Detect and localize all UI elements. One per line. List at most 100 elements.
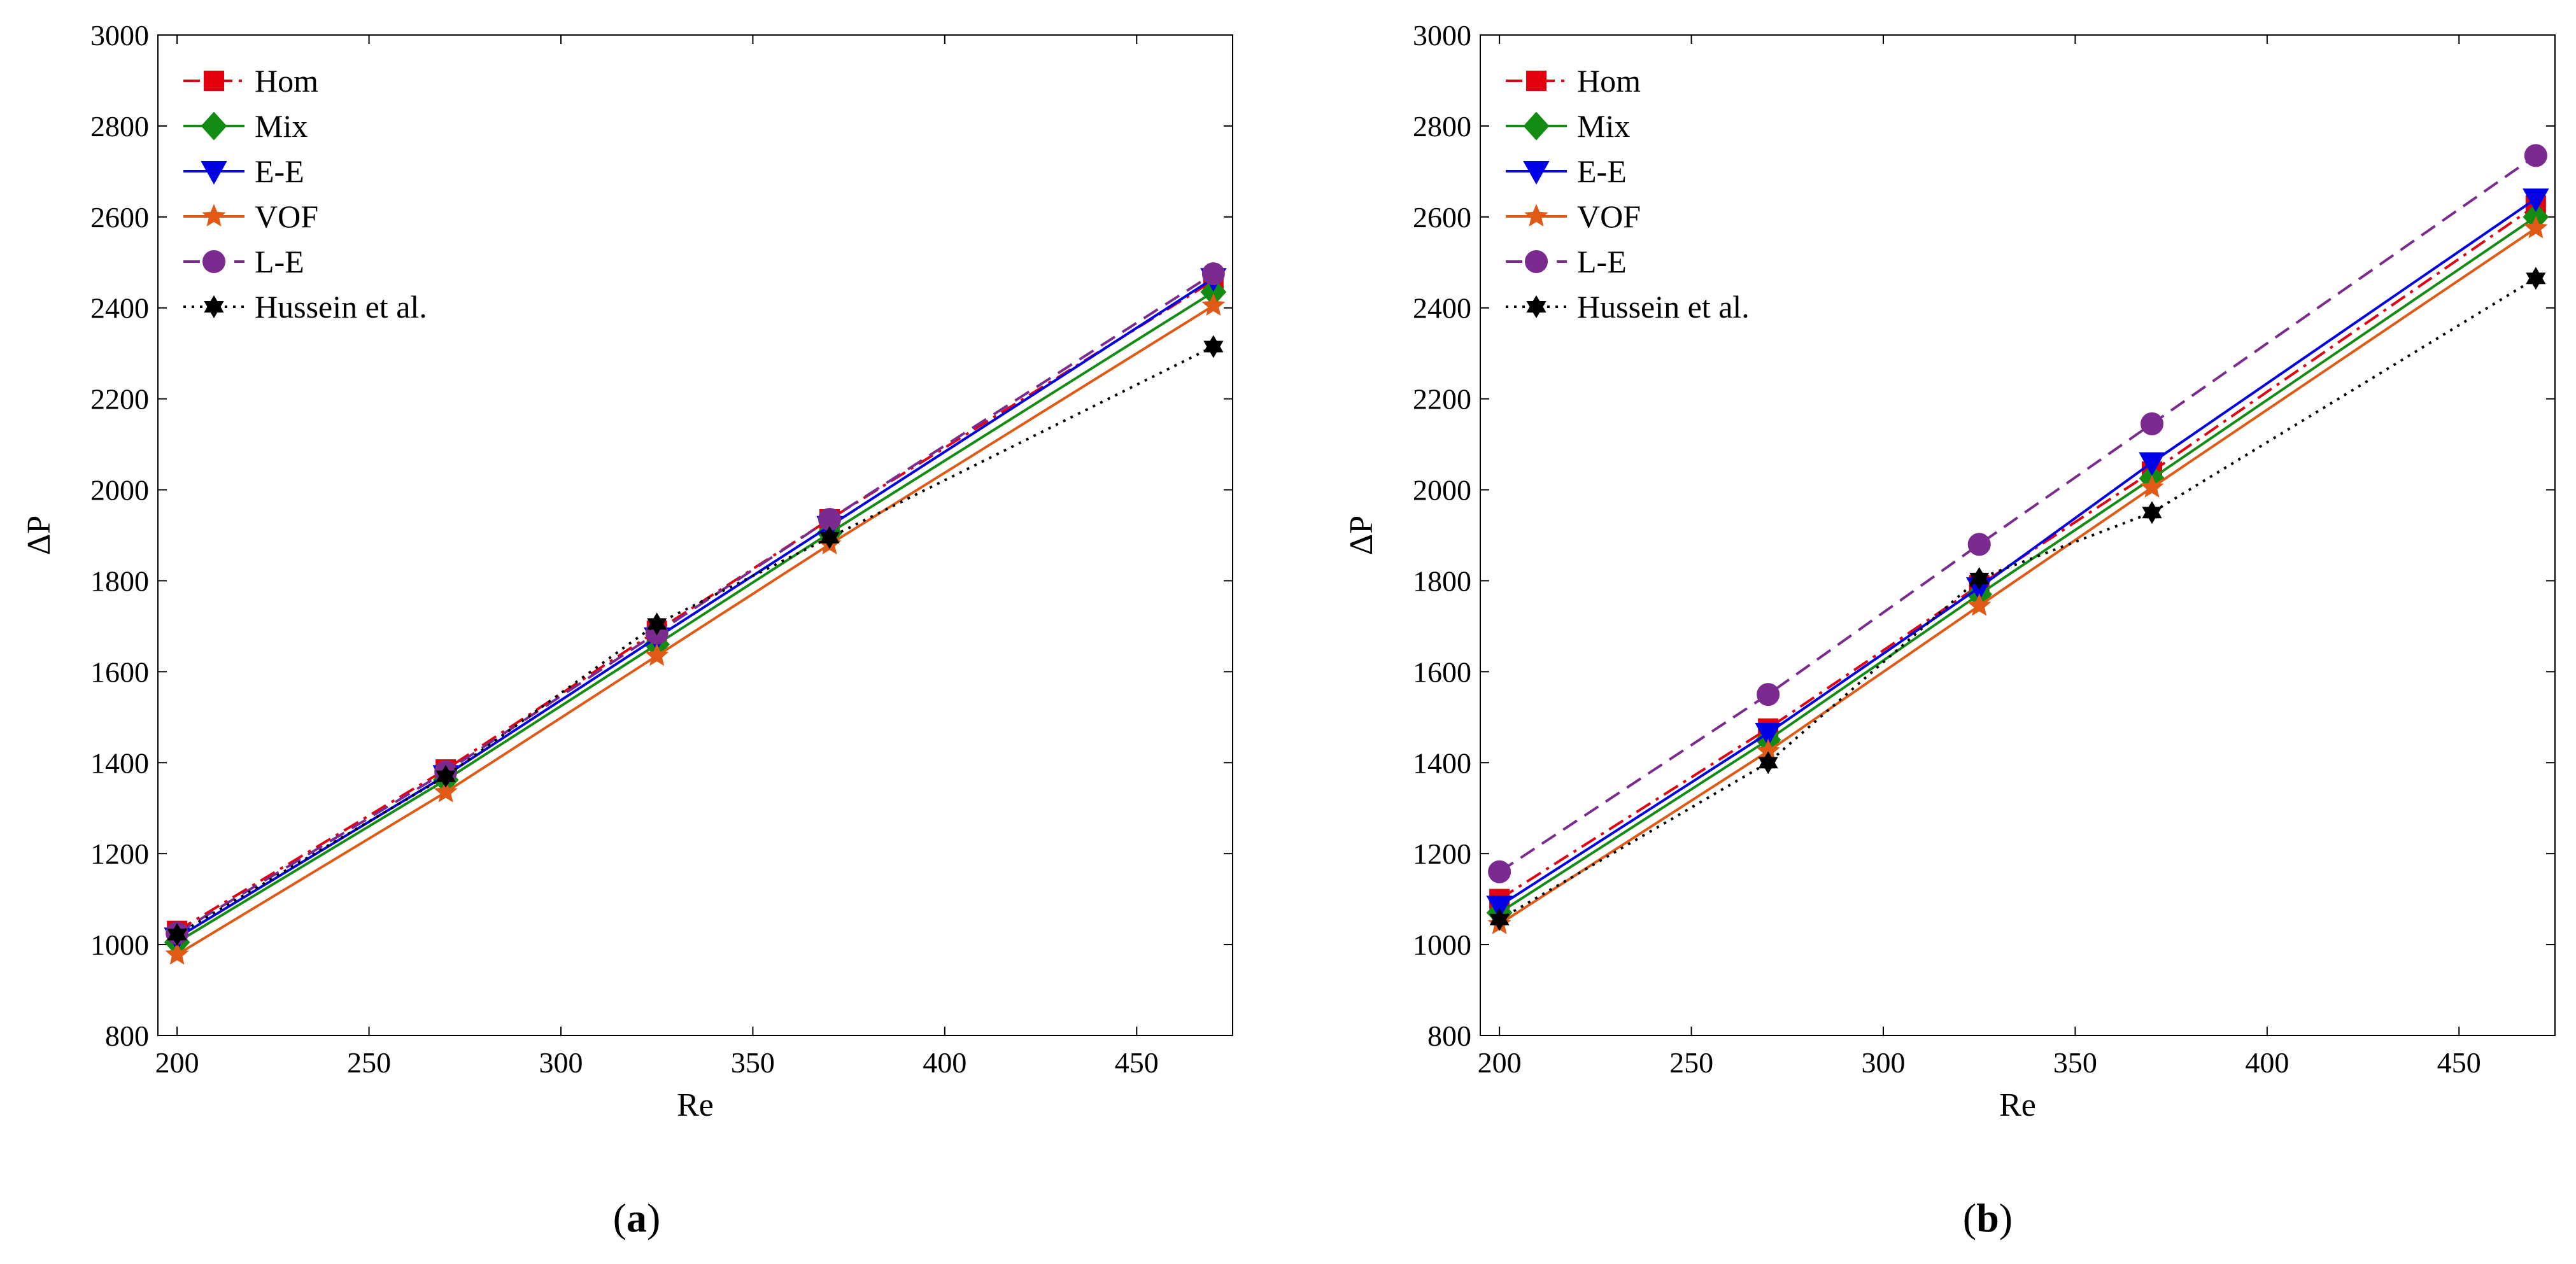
- legend-marker: [202, 204, 226, 227]
- y-axis-label: ΔP: [21, 516, 57, 555]
- series-line-hussein-et-al-: [1499, 277, 2537, 921]
- series-line-vof: [176, 304, 1214, 956]
- legend-label: VOF: [255, 199, 318, 234]
- y-axis-label: ΔP: [1343, 516, 1380, 555]
- y-tick-label: 2400: [1413, 292, 1471, 325]
- panel-caption-b: (b): [1963, 1195, 2013, 1240]
- x-tick-label: 200: [155, 1046, 199, 1079]
- x-tick-label: 300: [539, 1046, 583, 1079]
- series-layer: [1486, 144, 2549, 934]
- data-point-hussein-et-al-: [1758, 751, 1778, 775]
- x-tick-label: 450: [2437, 1046, 2481, 1079]
- legend-marker: [201, 161, 227, 185]
- legend-marker: [1523, 111, 1550, 141]
- data-point-vof: [165, 942, 189, 965]
- chart-panel-b: 200 250 300 350 400 450 800 1000 1200 1400 1600 180…: [1343, 19, 2556, 1240]
- panel-caption-a: (a): [613, 1195, 661, 1240]
- legend-label: L-E: [1577, 244, 1627, 279]
- x-tick-label: 450: [1115, 1046, 1159, 1079]
- y-tick-label: 2800: [90, 110, 149, 143]
- data-point-vof: [2524, 216, 2548, 239]
- y-tick-label: 2200: [1413, 383, 1471, 416]
- y-tick-label: 2400: [90, 292, 149, 325]
- legend-marker: [1523, 161, 1550, 185]
- legend-label: Mix: [255, 108, 308, 144]
- y-tick-label: 1000: [1413, 929, 1471, 961]
- y-tick-label: 2800: [1413, 110, 1471, 143]
- tick-labels: 200 250 300 350 400 450 800 1000 1200 1400 1600 180…: [90, 19, 1159, 1079]
- data-point-vof: [645, 643, 669, 666]
- y-tick-label: 800: [105, 1020, 149, 1052]
- legend-label: Hom: [1577, 63, 1641, 99]
- x-axis-label: Re: [1999, 1087, 2036, 1123]
- data-point-hussein-et-al-: [2142, 501, 2162, 524]
- x-tick-label: 300: [1862, 1046, 1906, 1079]
- legend-label: Hom: [255, 63, 318, 99]
- y-tick-label: 1600: [1413, 656, 1471, 688]
- legend-label: E-E: [255, 153, 304, 189]
- data-point-e-e: [2139, 452, 2165, 476]
- y-tick-label: 800: [1427, 1020, 1471, 1052]
- chart-panel-a: 200 250 300 350 400 450 800 1000 1200 1400 1600 180…: [21, 19, 1233, 1240]
- data-point-hussein-et-al-: [647, 612, 667, 636]
- x-tick-label: 400: [923, 1046, 966, 1079]
- legend-label: VOF: [1577, 199, 1641, 234]
- data-point-hussein-et-al-: [2526, 267, 2546, 290]
- x-tick-label: 250: [1669, 1046, 1713, 1079]
- series-line-l-e: [1498, 154, 2537, 873]
- legend-label: Hussein et al.: [1577, 289, 1750, 325]
- series-layer: [164, 262, 1227, 965]
- data-point-l-e: [1967, 533, 1991, 556]
- y-tick-label: 3000: [90, 19, 149, 52]
- y-tick-label: 1800: [1413, 565, 1471, 597]
- legend-marker: [1526, 295, 1546, 318]
- data-point-hussein-et-al-: [819, 526, 840, 549]
- data-point-hussein-et-al-: [1969, 566, 1990, 590]
- axes-frame: [157, 34, 1233, 1036]
- legend-marker: [202, 250, 225, 273]
- data-point-l-e: [2524, 144, 2547, 167]
- legend-label: Hussein et al.: [255, 289, 427, 325]
- legend: Hom Mix E-E VOF L-E Hussein et al.: [1506, 63, 1750, 325]
- tick-labels: 200 250 300 350 400 450 800 1000 1200 1400 1600 180…: [1413, 19, 2481, 1079]
- legend-marker: [1526, 71, 1546, 91]
- legend-label: Mix: [1577, 108, 1630, 144]
- y-tick-label: 2000: [1413, 474, 1471, 507]
- data-point-hussein-et-al-: [435, 764, 456, 788]
- legend-label: E-E: [1577, 153, 1627, 189]
- data-point-hussein-et-al-: [167, 923, 187, 946]
- x-tick-label: 200: [1478, 1046, 1522, 1079]
- legend: Hom Mix E-E VOF L-E Hussein et al.: [183, 63, 427, 325]
- y-tick-label: 1400: [90, 747, 149, 779]
- y-tick-label: 1800: [90, 565, 149, 597]
- y-tick-label: 1400: [1413, 747, 1471, 779]
- data-point-e-e: [2523, 188, 2549, 213]
- series-line-l-e: [176, 272, 1214, 934]
- data-point-hussein-et-al-: [1203, 335, 1224, 358]
- data-point-l-e: [1757, 683, 1780, 706]
- legend-marker: [1525, 250, 1548, 273]
- axes-frame: [1480, 34, 2556, 1036]
- legend-label: L-E: [255, 244, 304, 279]
- legend-marker: [204, 71, 224, 91]
- x-tick-label: 250: [347, 1046, 391, 1079]
- plot-area-frame: [1480, 34, 2556, 1036]
- series-line-vof: [1499, 227, 2537, 925]
- y-tick-label: 2600: [1413, 201, 1471, 234]
- y-tick-label: 1600: [90, 656, 149, 688]
- data-point-vof: [1967, 593, 1992, 616]
- y-tick-label: 3000: [1413, 19, 1471, 52]
- data-point-vof: [1201, 293, 1226, 316]
- plot-area-frame: [157, 34, 1233, 1036]
- data-point-e-e: [1486, 895, 1513, 920]
- data-point-l-e: [1201, 262, 1225, 286]
- data-point-vof: [2140, 475, 2164, 498]
- data-point-vof: [434, 780, 458, 803]
- x-tick-label: 350: [2053, 1046, 2097, 1079]
- data-point-e-e: [1755, 722, 1781, 747]
- legend-marker: [204, 295, 224, 318]
- y-tick-label: 2000: [90, 474, 149, 507]
- data-point-l-e: [2141, 412, 2163, 435]
- legend-marker: [201, 111, 227, 141]
